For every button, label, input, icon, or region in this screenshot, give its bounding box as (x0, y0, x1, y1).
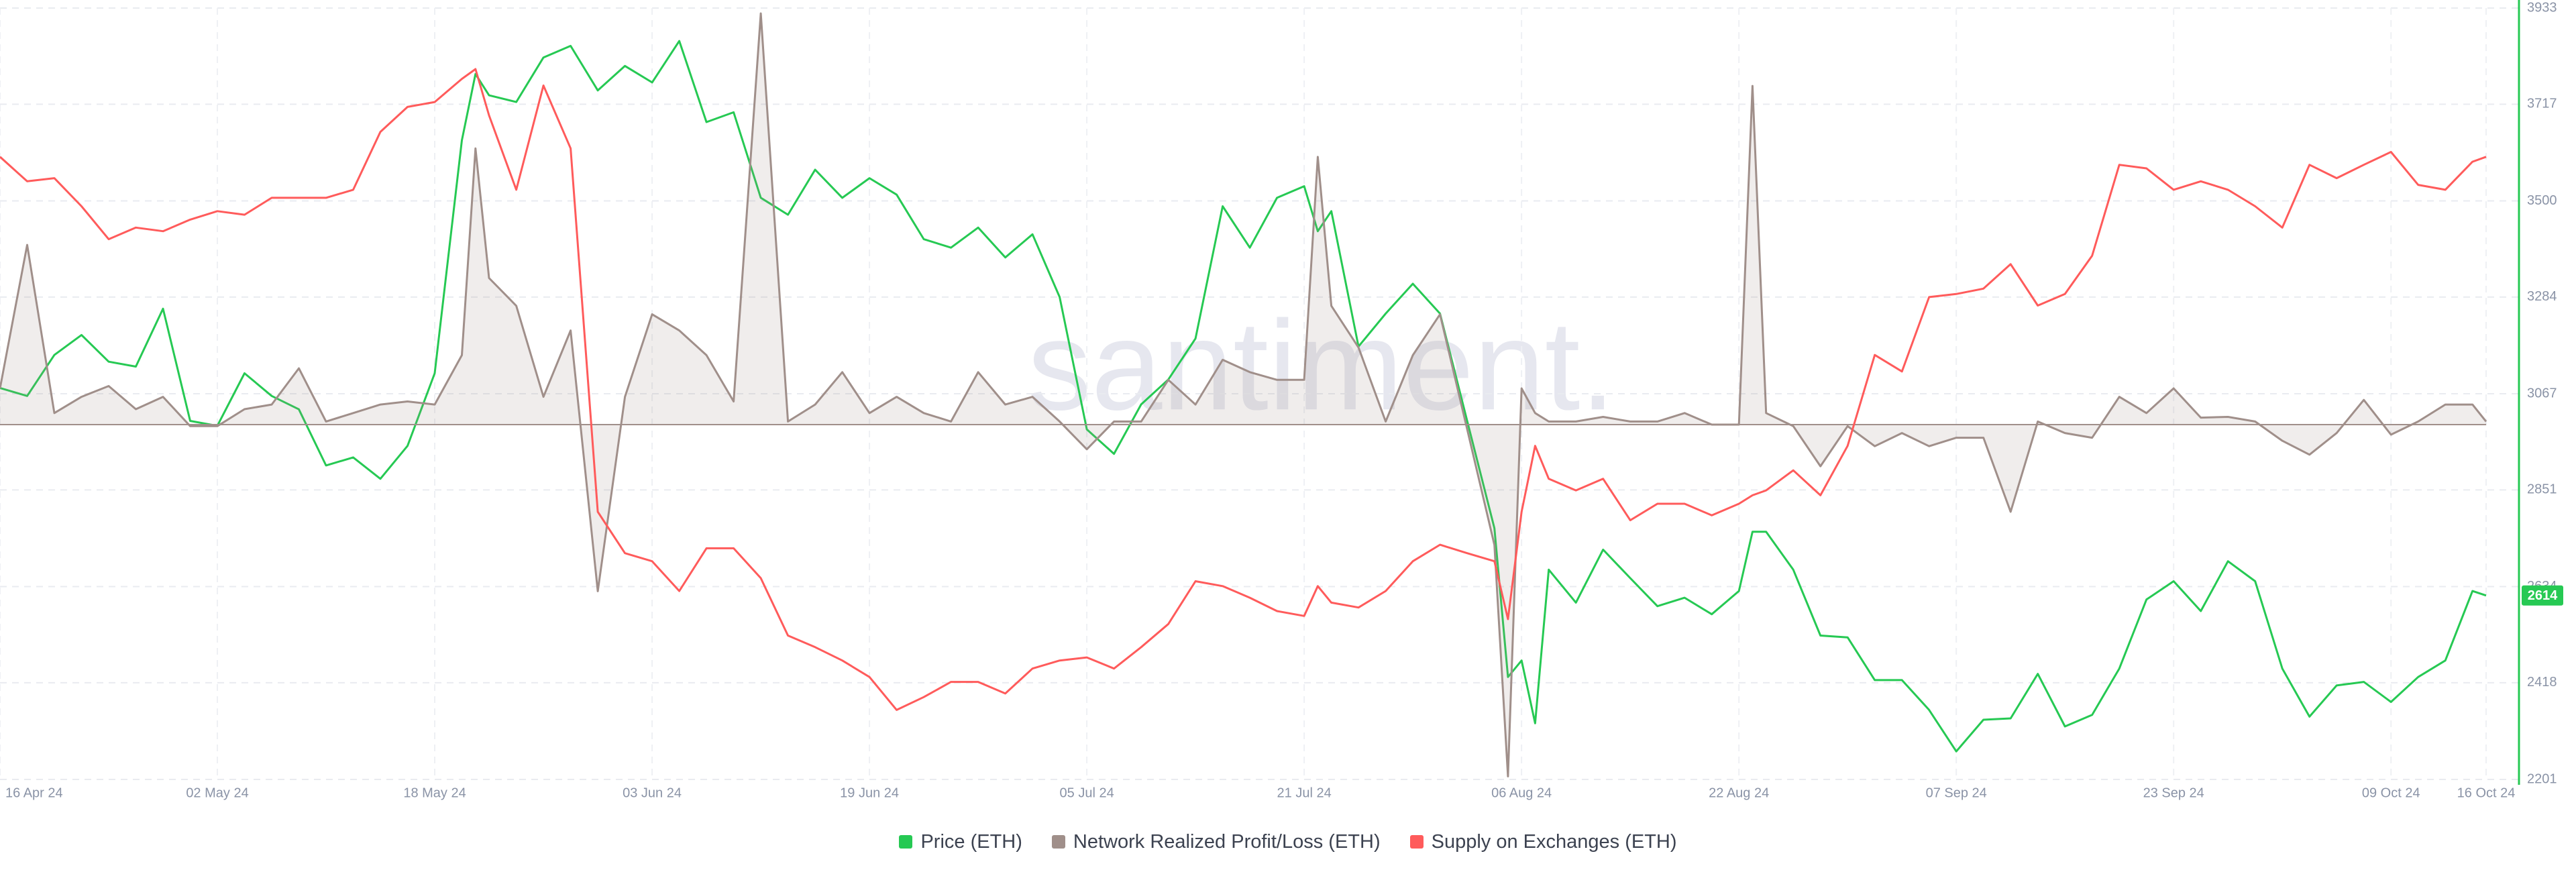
y-tick-label: 3717 (2527, 97, 2557, 111)
legend-swatch (1051, 835, 1065, 849)
y-tick-label: 3933 (2527, 0, 2557, 15)
x-tick-label: 19 Jun 24 (840, 785, 899, 800)
x-tick-label: 16 Oct 24 (2457, 785, 2516, 800)
y-tick-label: 3284 (2527, 289, 2557, 304)
legend-label: Price (ETH) (920, 830, 1022, 853)
price-badge (2522, 585, 2563, 606)
legend-swatch (899, 835, 913, 849)
y-tick-label: 2418 (2527, 675, 2557, 690)
x-tick-label: 16 Apr 24 (5, 785, 63, 800)
x-tick-label: 06 Aug 24 (1491, 785, 1552, 800)
watermark: santiment. (1028, 294, 1616, 437)
legend-item[interactable]: Supply on Exchanges (ETH) (1409, 830, 1677, 853)
x-tick-label: 07 Sep 24 (1926, 785, 1987, 800)
x-tick-label: 18 May 24 (403, 785, 466, 800)
price-badge-label: 2614 (2528, 588, 2558, 603)
series-line (0, 68, 2487, 711)
legend-item[interactable]: Network Realized Profit/Loss (ETH) (1051, 830, 1381, 853)
series-line (0, 12, 2487, 777)
x-tick-label: 23 Sep 24 (2143, 785, 2204, 800)
x-tick-label: 03 Jun 24 (623, 785, 682, 800)
y-tick-label: 2851 (2527, 482, 2557, 497)
legend: Price (ETH) Network Realized Profit/Loss … (0, 826, 2576, 857)
legend-item[interactable]: Price (ETH) (899, 831, 1022, 853)
x-tick-label: 02 May 24 (186, 785, 248, 800)
x-tick-label: 09 Oct 24 (2362, 785, 2420, 800)
series-line (0, 40, 2487, 753)
legend-label: Network Realized Profit/Loss (ETH) (1073, 830, 1381, 853)
y-tick-label: 2201 (2527, 771, 2557, 786)
x-tick-label: 21 Jul 24 (1277, 785, 1332, 800)
x-tick-label: 22 Aug 24 (1709, 785, 1769, 800)
legend-label: Supply on Exchanges (ETH) (1431, 830, 1677, 853)
y-tick-label: 3500 (2527, 193, 2557, 208)
area (0, 13, 2486, 777)
y-tick-label: 3067 (2527, 386, 2557, 400)
legend-swatch (1409, 835, 1424, 849)
x-tick-label: 05 Jul 24 (1060, 785, 1114, 800)
